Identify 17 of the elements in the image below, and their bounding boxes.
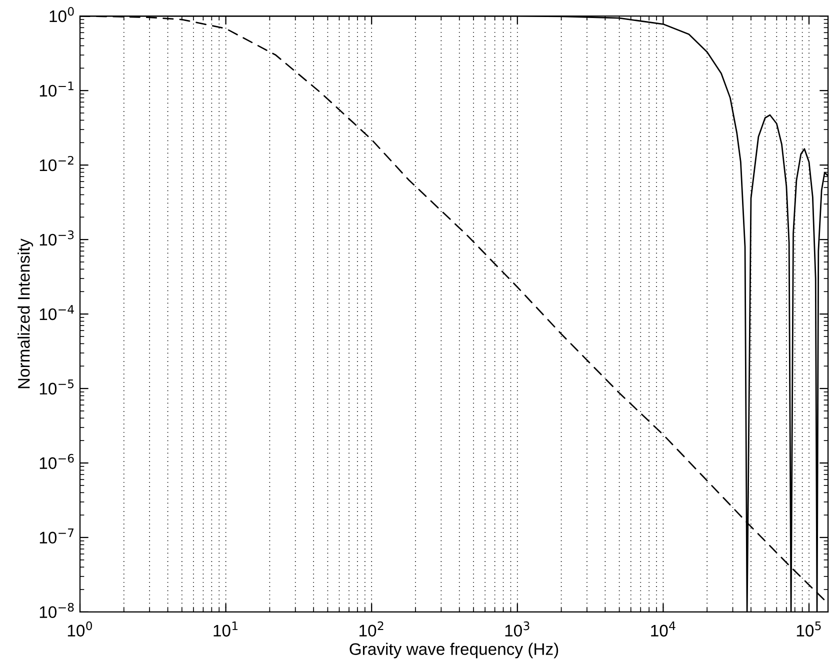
x-tick-label: 10$^{3}$ bbox=[505, 621, 530, 637]
y-tick-label: 10$^{−8}$ bbox=[40, 602, 74, 618]
x-tick-label: 10$^{1}$ bbox=[214, 622, 238, 637]
y-tick-label: 10$^{−5}$ bbox=[40, 380, 74, 395]
y-tick-label: 10$^{−3}$ bbox=[40, 230, 74, 246]
y-tick-label: 10$^{−1}$ bbox=[40, 82, 74, 97]
x-tick-label: 10$^{2}$ bbox=[360, 621, 384, 637]
y-tick-label: 10$^{−2}$ bbox=[40, 156, 74, 172]
x-tick-label: 10$^{5}$ bbox=[796, 622, 821, 637]
y-tick-label: 10$^{0}$ bbox=[50, 6, 74, 22]
y-tick-label: 10$^{−6}$ bbox=[40, 454, 74, 470]
x-tick-label: 10$^{0}$ bbox=[68, 621, 92, 637]
x-axis-title: Gravity wave frequency (Hz) bbox=[350, 642, 558, 658]
y-tick-label: 10$^{−4}$ bbox=[40, 305, 74, 320]
y-axis-title: Normalized Intensity bbox=[18, 238, 34, 388]
x-tick-label: 10$^{4}$ bbox=[651, 622, 676, 637]
y-tick-label: 10$^{−7}$ bbox=[40, 528, 74, 544]
